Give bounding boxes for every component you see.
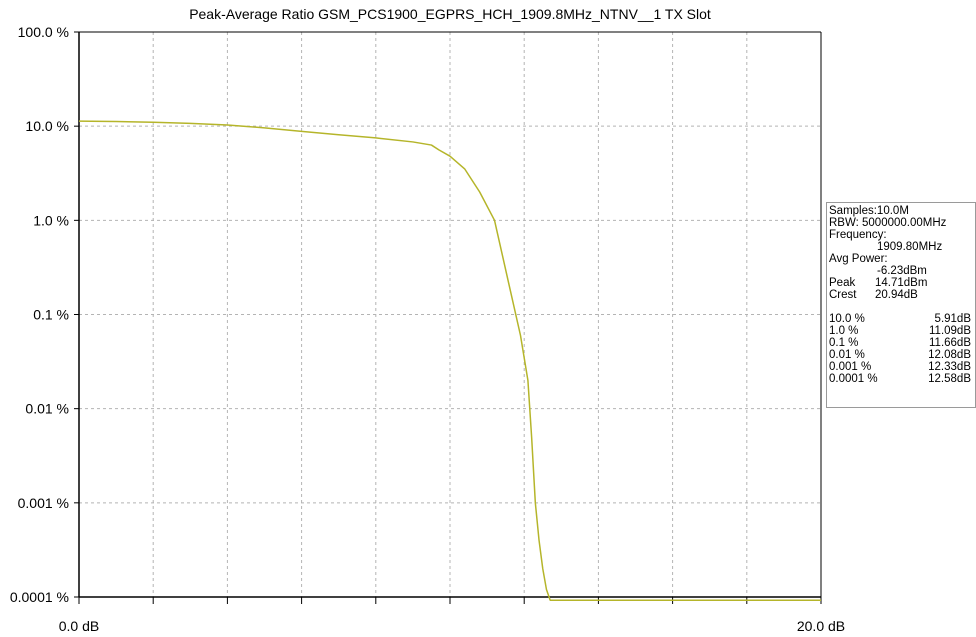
chart-title: Peak-Average Ratio GSM_PCS1900_EGPRS_HCH… [189, 6, 711, 22]
crest-value: 20.94dB [875, 289, 918, 301]
y-tick-label: 10.0 % [25, 118, 69, 134]
percentile-row: 0.001 % 12.33dB [829, 361, 975, 373]
percentile-row: 10.0 % 5.91dB [829, 313, 975, 325]
y-tick-label: 1.0 % [33, 212, 69, 228]
percentile-row: 0.1 % 11.66dB [829, 337, 975, 349]
avg-power-label: Avg Power: [829, 253, 888, 265]
crest-row: Crest 20.94dB [829, 289, 975, 301]
percentile-label: 10.0 % [829, 313, 865, 325]
x-tick-label: 0.0 dB [59, 618, 99, 634]
percentile-value: 12.08dB [928, 349, 971, 361]
y-tick-label: 0.1 % [33, 307, 69, 323]
frequency-label: Frequency: [829, 229, 887, 241]
frequency-value: 1909.80MHz [877, 241, 943, 253]
y-tick-label: 0.01 % [25, 401, 69, 417]
x-tick-label: 20.0 dB [797, 618, 845, 634]
peak-row: Peak 14.71dBm [829, 277, 975, 289]
info-spacer [829, 301, 975, 313]
percentile-label: 0.1 % [829, 337, 859, 349]
percentile-value: 11.09dB [929, 325, 971, 337]
percentile-row: 0.0001 % 12.58dB [829, 373, 975, 385]
y-tick-label: 0.001 % [18, 495, 69, 511]
y-tick-label: 0.0001 % [10, 589, 69, 605]
peak-value: 14.71dBm [875, 277, 928, 289]
percentile-label: 0.01 % [829, 349, 865, 361]
percentile-row: 0.01 % 12.08dB [829, 349, 975, 361]
ccdf-series-line [78, 120, 821, 601]
rbw-text: RBW: 5000000.00MHz [829, 217, 947, 229]
peak-label: Peak [829, 277, 856, 289]
measurement-info-panel: Samples:10.0M RBW: 5000000.00MHz Frequen… [826, 202, 976, 408]
percentile-row: 1.0 % 11.09dB [829, 325, 975, 337]
samples-text: Samples:10.0M [829, 205, 909, 217]
y-tick-label: 100.0 % [18, 24, 69, 40]
percentile-label: 0.0001 % [829, 373, 878, 385]
percentile-label: 0.001 % [829, 361, 872, 373]
percentile-value: 12.33dB [928, 361, 971, 373]
crest-label: Crest [829, 289, 857, 301]
percentile-value: 12.58dB [928, 373, 971, 385]
avg-power-value: -6.23dBm [877, 265, 927, 277]
percentile-value: 5.91dB [934, 313, 971, 325]
percentile-label: 1.0 % [829, 325, 859, 337]
percentile-value: 11.66dB [929, 337, 971, 349]
